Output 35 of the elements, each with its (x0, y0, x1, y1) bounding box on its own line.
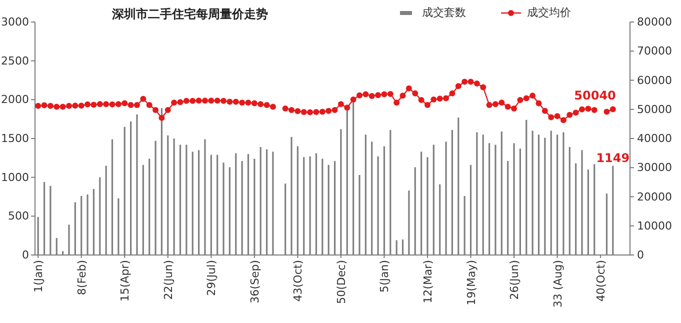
y2-tick-label: 80000 (637, 16, 672, 28)
y2-tick-label: 50000 (637, 102, 672, 116)
y2-tick-label: 70000 (637, 44, 672, 58)
y2-tick-label: 10000 (637, 219, 672, 232)
y-tick-label: 500 (8, 210, 29, 223)
y2-tick-label: 0 (637, 248, 644, 262)
x-tick-label: 29(Jul) (205, 260, 218, 296)
y-tick-label: 1500 (1, 132, 29, 145)
x-tick-label: 1(Jan) (32, 260, 46, 293)
x-tick-label: 19(May) (464, 260, 478, 306)
x-tick-label: 36(Sep) (248, 260, 262, 304)
x-tick-label: 50(Dec) (334, 260, 348, 304)
x-tick-label: 22(Jun) (162, 260, 175, 300)
x-tick-label: 43(Oct) (292, 260, 305, 302)
x-tick-label: 12(Mar) (421, 260, 434, 304)
data-label: 50040 (574, 88, 616, 102)
y2-tick-label: 30000 (637, 161, 672, 174)
y2-tick-label: 20000 (637, 190, 672, 204)
y2-tick-label: 40000 (637, 132, 672, 145)
y2-tick-label: 60000 (637, 74, 672, 87)
legend-label: 成交套数 (422, 6, 466, 19)
y-tick-label: 2500 (1, 54, 29, 68)
legend-label: 成交均价 (527, 6, 571, 19)
x-tick-label: 5(Jan) (378, 260, 392, 293)
chart-title: 深圳市二手住宅每周量价走势 (111, 7, 268, 21)
y-tick-label: 0 (22, 248, 29, 262)
y-tick-label: 2000 (1, 93, 29, 106)
x-tick-label: 26(Jun) (508, 260, 522, 300)
y-tick-label: 1000 (1, 170, 29, 184)
x-tick-label: 8(Feb) (75, 260, 88, 296)
data-label: 1149 (596, 150, 630, 165)
y-tick-label: 3000 (1, 16, 29, 28)
x-tick-label: 33 (Aug) (551, 260, 564, 308)
x-tick-label: 15(Apr) (118, 260, 132, 302)
x-tick-label: 40(Oct) (594, 260, 608, 302)
